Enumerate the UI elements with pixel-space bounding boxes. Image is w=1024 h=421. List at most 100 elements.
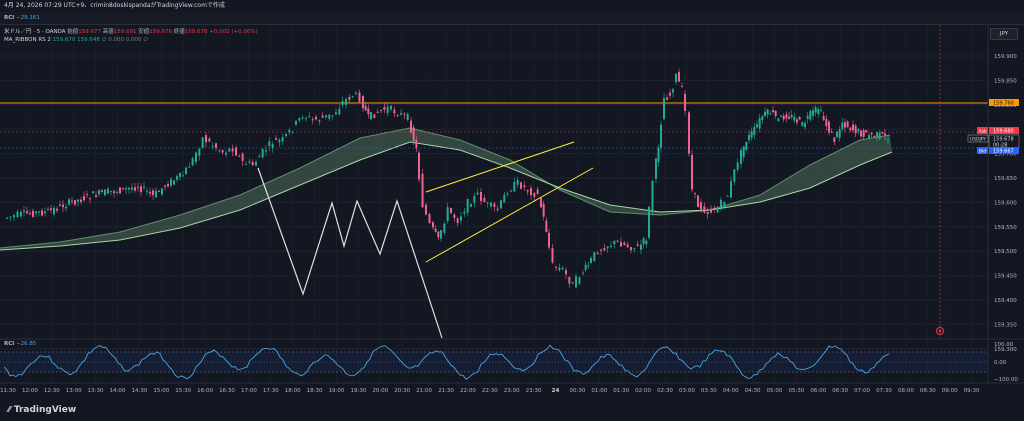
brand-name: TradingView [13,405,77,415]
candle-body [801,122,804,126]
time-tick-label: 01:30 [613,388,629,394]
candle-body [393,109,396,114]
settings-icon[interactable]: ∅ [143,37,148,43]
candle-body [358,92,361,102]
candle-body [318,120,321,122]
candle-body [716,207,719,213]
candle-body [503,194,506,203]
price-axis[interactable]: 159.900159.850159.800159.750159.700159.6… [967,54,1020,353]
candle-body [530,188,532,196]
candle-body [620,242,622,247]
candle-body [450,207,452,214]
last-price-value: 159.678 [993,137,1014,143]
candle-body [812,110,814,116]
candle-body [862,130,865,137]
candle-body [663,98,665,120]
orange-level-tag: 159.760 [993,101,1014,107]
candle-body [523,185,526,187]
grid-lines [0,25,988,383]
time-tick-label: 03:00 [679,388,695,394]
candle-body [655,158,657,179]
candle-body [285,133,287,137]
candle-body [291,131,294,133]
time-tick-label: 18:00 [285,388,301,394]
time-axis[interactable]: 11:30 12:00 12:30 13:00 13:30 14:00 14:30 15:00… [0,388,980,394]
tradingview-logo-icon: ⁄⁄ [8,405,11,414]
candle-body [657,147,660,163]
candle-body [790,114,793,118]
time-tick-label: 09:30 [964,388,980,394]
candle-body [748,134,750,141]
currency-badge[interactable]: JPY [990,28,1018,40]
time-tick-label: 22:30 [482,388,498,394]
time-tick-label: 13:30 [88,388,104,394]
high-value: 159.691 [113,29,137,35]
candle-body [89,198,91,200]
candle-body [248,161,251,163]
time-tick-label: 08:00 [898,388,914,394]
candle-body [403,113,406,115]
candle-body [688,112,690,154]
symbol-name[interactable]: 米ドル／円 · 5 · OANDA [4,29,66,35]
candle-body [305,118,307,120]
candle-body [582,272,584,274]
ribbon-value-1: 159.670 [52,37,76,43]
candle-body [351,96,354,98]
time-tick-label: 24 [552,388,560,394]
candle-body [758,118,761,129]
bid-value-bg [989,147,1019,154]
candle-body [703,206,706,213]
time-tick-label: 16:00 [197,388,213,394]
rci-pane-legend[interactable]: RCI −26.85 [4,341,36,347]
candle-body [666,97,668,100]
candle-body [660,124,662,148]
trendline-lower[interactable] [425,167,594,263]
time-tick-label: 19:00 [329,388,345,394]
alert-marker-icon[interactable] [936,327,944,335]
trendline-upper[interactable] [425,141,575,193]
candle-body [261,148,264,158]
candle-body [788,116,790,119]
ribbon-legend[interactable]: MA_RIBBON RS 2 159.670 159.648 ∅ 0.000 0… [4,37,148,44]
candle-body [490,202,492,207]
candle-body [53,207,55,215]
candle-body [785,114,788,119]
rci-axis: 100.00 0.00 −100.00 [994,342,1018,383]
candle-body [568,276,571,284]
ribbon-name[interactable]: MA_RIBBON RS 2 [4,37,51,43]
candle-body [463,211,466,214]
candle-body [520,182,522,189]
candle-body [798,116,801,120]
time-tick-label: 08:30 [920,388,936,394]
candle-body [122,187,124,189]
price-chart[interactable]: 159.900159.850159.800159.750159.700159.6… [0,25,1024,410]
candle-body [383,106,386,110]
rci-collapsed-pane[interactable]: RCI −29.161 [0,12,1024,25]
candle-body [373,114,376,118]
zigzag-drawing[interactable] [257,167,443,339]
candle-body [603,248,606,251]
bar-countdown: 00:28 [993,143,1007,149]
candle-body [814,107,817,113]
candle-body [328,114,331,119]
candle-body [23,210,25,213]
tradingview-logo[interactable]: ⁄⁄ TradingView [8,405,76,415]
candle-body [669,92,671,96]
candle-body [125,188,127,190]
candle-body [146,191,148,193]
candle-body [341,101,344,105]
candle-body [713,207,716,210]
candle-body [723,201,726,207]
time-tick-label: 09:00 [942,388,958,394]
time-tick-label: 06:00 [810,388,826,394]
price-tick-label: 159.700 [994,152,1017,158]
candle-body [548,232,550,248]
candle-body [558,267,561,271]
candle-body [796,119,798,123]
candle-body [473,195,476,203]
candle-body [331,115,334,117]
candle-body [575,276,577,288]
edit-icon[interactable]: ∅ [101,37,107,43]
candle-body [780,115,782,117]
time-tick-label: 15:00 [153,388,169,394]
